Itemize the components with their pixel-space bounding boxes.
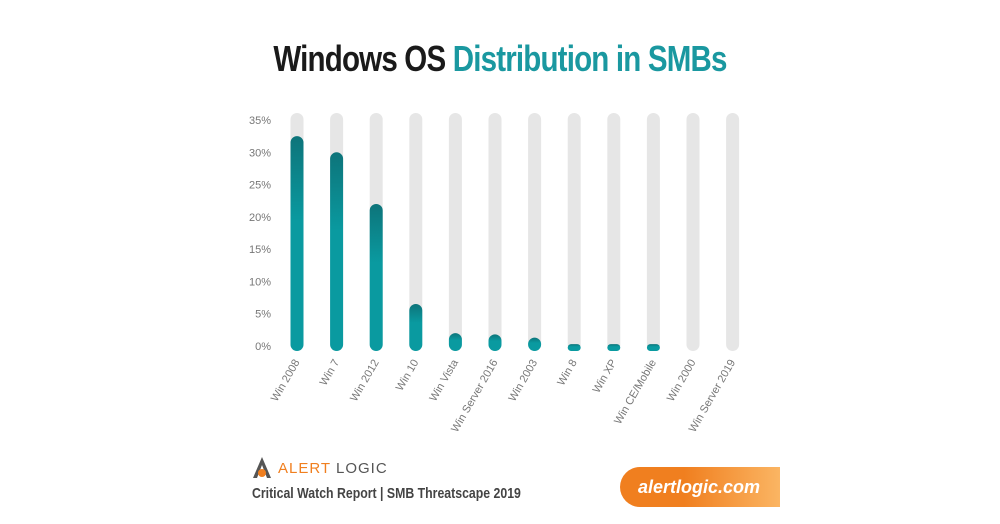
- chart-title: Windows OS Distribution in SMBs: [90, 38, 910, 80]
- y-tick-label: 30%: [249, 147, 271, 159]
- x-tick-label: Win 2008: [269, 358, 303, 404]
- bar: [488, 334, 502, 351]
- bar-chart: 0%5%10%15%20%25%30%35%Win 2008 Win 7 Win 2…: [249, 113, 740, 434]
- bar: [567, 344, 581, 351]
- y-tick-label: 15%: [249, 244, 271, 256]
- x-tick-label: Win CE/Mobile: [612, 358, 659, 427]
- x-tick-label: Win 2003: [507, 358, 541, 404]
- x-tick-label: Win 10: [394, 358, 422, 394]
- bar-track: [567, 113, 581, 351]
- y-tick-label: 35%: [249, 115, 271, 127]
- x-tick-label: Win XP: [591, 358, 620, 396]
- title-part2: Distribution in SMBs: [452, 38, 728, 79]
- y-tick-label: 0%: [255, 341, 271, 353]
- bar-track: [646, 113, 660, 351]
- alert-logic-logo: ALERT LOGIC: [252, 456, 388, 480]
- x-tick-label: Win 8: [555, 358, 579, 388]
- bar-track: [607, 113, 621, 351]
- bar-track: [488, 113, 502, 351]
- bar: [607, 344, 621, 351]
- bar-track: [409, 113, 423, 351]
- x-tick-label: Win Vista: [427, 357, 461, 404]
- y-tick-label: 25%: [249, 180, 271, 192]
- bar: [330, 152, 344, 351]
- bar: [528, 337, 542, 351]
- bar-track: [726, 113, 740, 351]
- y-tick-label: 5%: [255, 309, 271, 321]
- logo-alert: ALERT: [278, 459, 331, 477]
- bar: [448, 333, 462, 351]
- bar-track: [686, 113, 700, 351]
- x-tick-label: Win 2012: [348, 358, 382, 404]
- bar: [409, 304, 423, 351]
- logo-logic: LOGIC: [335, 459, 388, 477]
- report-subtitle: Critical Watch Report | SMB Threatscape …: [252, 485, 521, 502]
- bar-track: [448, 113, 462, 351]
- website-link[interactable]: alertlogic.com: [620, 467, 780, 507]
- logo-icon: [253, 457, 271, 478]
- y-tick-label: 10%: [249, 276, 271, 288]
- bar-track: [528, 113, 542, 351]
- x-tick-label: Win 7: [318, 358, 342, 388]
- title-part1: Windows OS: [273, 38, 446, 79]
- x-tick-label: Win 2000: [665, 358, 699, 404]
- y-tick-label: 20%: [249, 212, 271, 224]
- bar: [369, 203, 383, 351]
- bar: [290, 136, 304, 351]
- bar: [646, 344, 660, 351]
